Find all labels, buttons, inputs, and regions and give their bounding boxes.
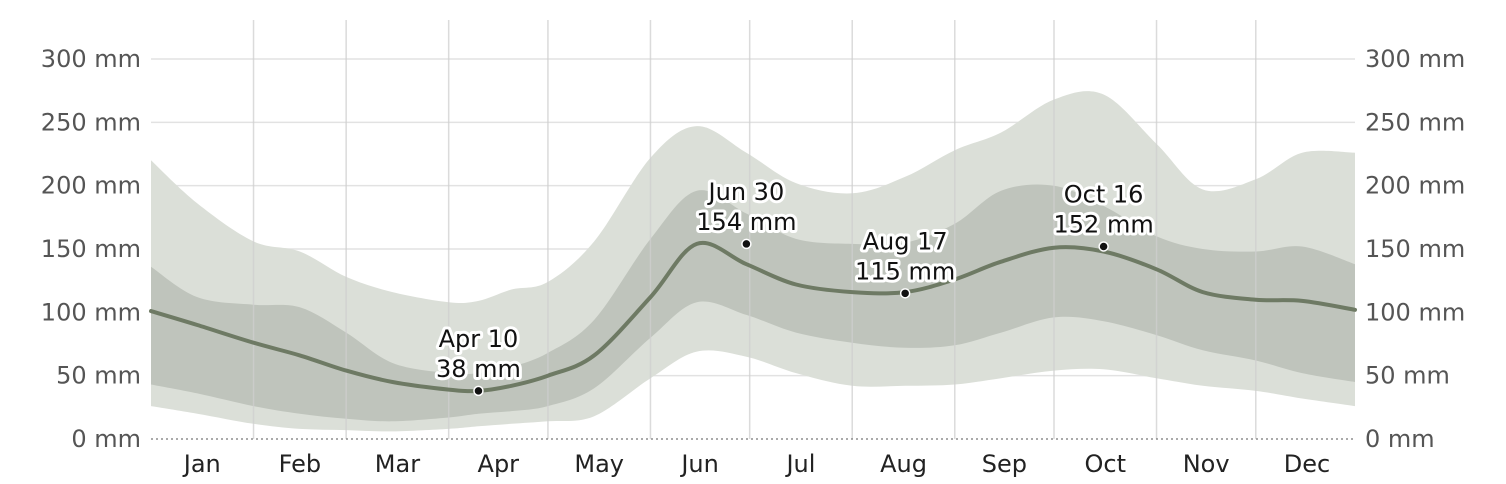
month-label-apr: Apr <box>478 450 520 478</box>
month-label-nov: Nov <box>1183 450 1230 478</box>
month-axis: Jan Feb Mar Apr May Jun Jul Aug Sep Oct Nov Dec <box>182 450 1330 478</box>
month-label-feb: Feb <box>279 450 322 478</box>
annotation-value-label: 38 mm <box>436 355 521 383</box>
y-tick-label-right: 0 mm <box>1365 425 1435 453</box>
y-tick-label-left: 250 mm <box>41 108 141 136</box>
month-label-jan: Jan <box>182 450 221 478</box>
month-dividers <box>252 20 1257 439</box>
annotation-value-label: 154 mm <box>696 208 796 236</box>
annotation-value-label: 152 mm <box>1054 210 1154 238</box>
annotation-point <box>741 238 752 250</box>
month-label-may: May <box>574 450 624 478</box>
y-tick-label-left: 100 mm <box>41 298 141 326</box>
annotation-point <box>473 385 484 397</box>
annotation-date-label: Oct 16 <box>1064 180 1144 208</box>
month-label-mar: Mar <box>375 450 420 478</box>
annotation-point <box>899 288 911 299</box>
y-tick-label-right: 50 mm <box>1365 362 1450 390</box>
y-tick-label-right: 250 mm <box>1365 108 1465 136</box>
y-tick-label-left: 200 mm <box>41 172 141 200</box>
y-tick-label-right: 150 mm <box>1365 235 1465 263</box>
y-tick-label-left: 0 mm <box>71 425 141 453</box>
precipitation-bands <box>151 91 1355 432</box>
month-label-jun: Jun <box>679 450 719 478</box>
y-tick-label-left: 150 mm <box>41 235 141 263</box>
left-y-axis: 0 mm 50 mm 100 mm 150 mm 200 mm 250 mm 300 mm <box>41 45 141 453</box>
month-label-oct: Oct <box>1085 450 1127 478</box>
y-tick-label-left: 300 mm <box>41 45 141 73</box>
y-tick-label-right: 200 mm <box>1365 172 1465 200</box>
y-tick-label-right: 300 mm <box>1365 45 1465 73</box>
median-line-layer <box>149 240 1357 394</box>
annotation-point <box>1098 241 1109 252</box>
month-label-jul: Jul <box>784 450 815 478</box>
annotation-date-label: Aug 17 <box>863 227 948 255</box>
month-label-dec: Dec <box>1284 450 1330 478</box>
median-precipitation-line <box>149 240 1357 394</box>
y-tick-label-left: 50 mm <box>56 362 141 390</box>
annotation-value-label: 115 mm <box>855 257 955 285</box>
y-tick-label-right: 100 mm <box>1365 298 1465 326</box>
month-label-aug: Aug <box>880 450 927 478</box>
month-label-sep: Sep <box>982 450 1027 478</box>
annotation-date-label: Apr 10 <box>439 325 519 353</box>
annotation-date-label: Jun 30 <box>707 178 785 206</box>
right-y-axis: 0 mm 50 mm 100 mm 150 mm 200 mm 250 mm 300 mm <box>1365 45 1465 453</box>
